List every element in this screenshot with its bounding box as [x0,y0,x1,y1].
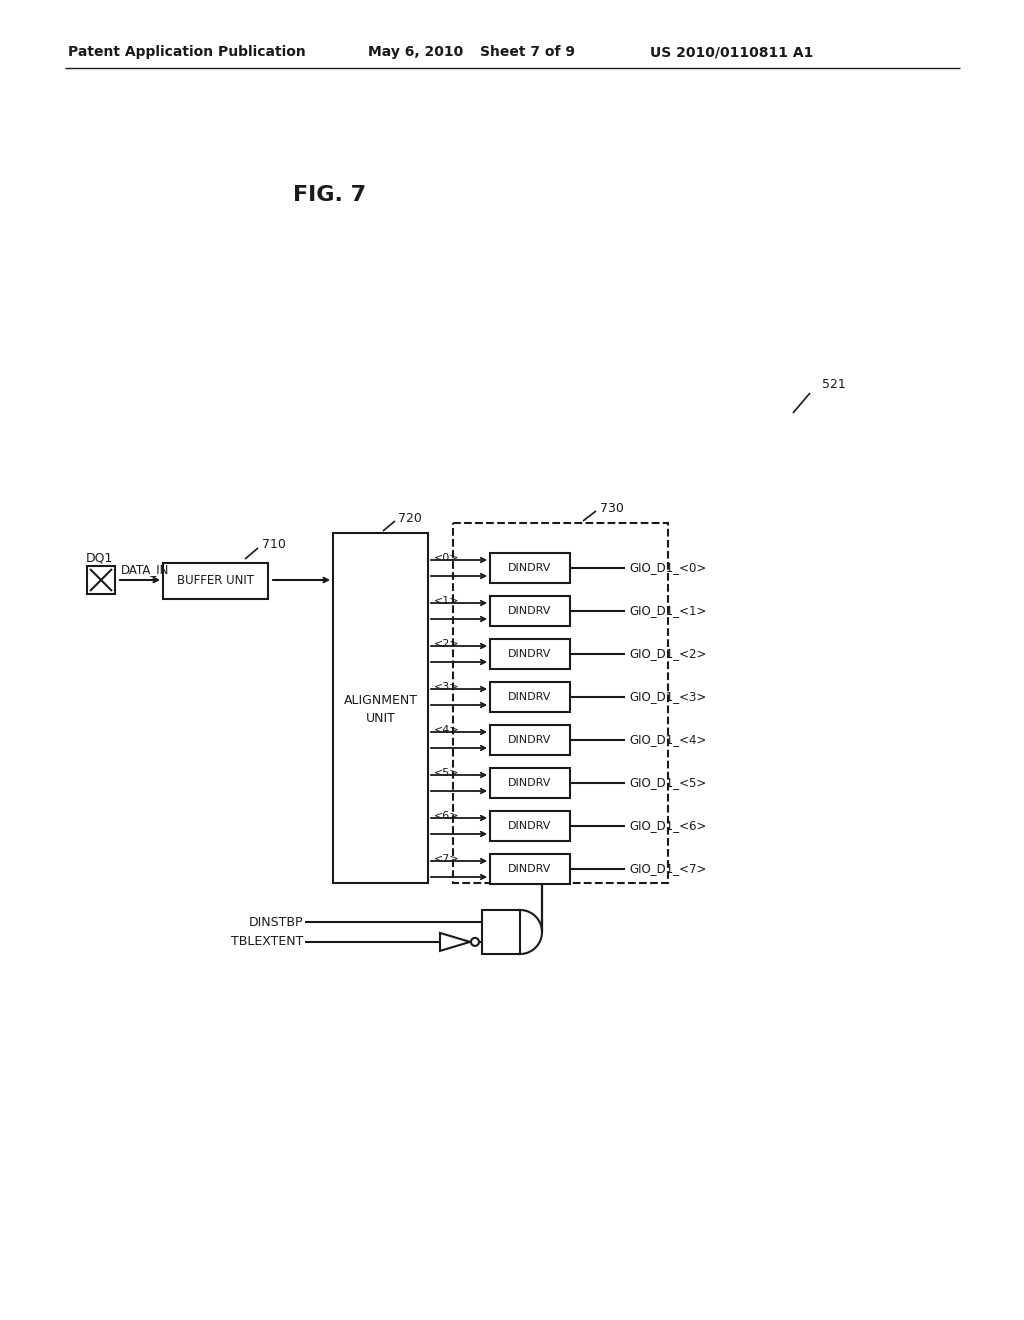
Bar [490,553,570,583]
Text: BUFFER UNIT: BUFFER UNIT [177,574,254,587]
Text: DINDRV: DINDRV [508,649,552,659]
Text: <0>: <0> [434,553,460,564]
Text: <4>: <4> [434,725,460,735]
Circle shape [471,939,479,946]
Text: <3>: <3> [434,682,460,692]
Bar [333,533,428,883]
Text: Patent Application Publication: Patent Application Publication [68,45,306,59]
Text: <5>: <5> [434,768,460,777]
Bar [482,909,520,954]
Text: DINSTBP: DINSTBP [249,916,303,928]
Bar [490,682,570,711]
Text: DINDRV: DINDRV [508,821,552,832]
Text: GIO_D1_<1>: GIO_D1_<1> [629,605,707,618]
Text: DINDRV: DINDRV [508,692,552,702]
Text: DINDRV: DINDRV [508,606,552,616]
Bar [87,566,115,594]
Text: DINDRV: DINDRV [508,564,552,573]
Text: GIO_D1_<6>: GIO_D1_<6> [629,820,707,833]
Bar [490,854,570,884]
Text: FIG. 7: FIG. 7 [294,185,367,205]
Text: DATA_IN: DATA_IN [121,564,169,577]
Text: DINDRV: DINDRV [508,735,552,744]
Text: GIO_D1_<2>: GIO_D1_<2> [629,648,707,660]
Text: <6>: <6> [434,810,460,821]
Text: 730: 730 [600,503,624,516]
Text: GIO_D1_<3>: GIO_D1_<3> [629,690,707,704]
Bar [490,768,570,799]
Text: DQ1: DQ1 [85,552,113,565]
Bar [490,810,570,841]
Text: <7>: <7> [434,854,460,865]
Polygon shape [440,933,470,950]
Text: 521: 521 [822,379,846,392]
Text: GIO_D1_<4>: GIO_D1_<4> [629,734,707,747]
Bar [453,523,668,883]
Text: UNIT: UNIT [366,711,395,725]
Text: DINDRV: DINDRV [508,865,552,874]
Text: DINDRV: DINDRV [508,777,552,788]
Bar [163,564,268,599]
Text: TBLEXTENT: TBLEXTENT [230,936,303,948]
Text: <1>: <1> [434,597,460,606]
Text: <2>: <2> [434,639,460,649]
Text: 710: 710 [262,539,286,552]
Text: GIO_D1_<7>: GIO_D1_<7> [629,862,707,875]
Bar [490,725,570,755]
Text: US 2010/0110811 A1: US 2010/0110811 A1 [650,45,813,59]
Text: GIO_D1_<5>: GIO_D1_<5> [629,776,707,789]
Text: May 6, 2010: May 6, 2010 [368,45,463,59]
Text: ALIGNMENT: ALIGNMENT [343,693,418,706]
Bar [490,597,570,626]
Text: Sheet 7 of 9: Sheet 7 of 9 [480,45,575,59]
Text: GIO_D1_<0>: GIO_D1_<0> [629,561,707,574]
Text: 720: 720 [398,511,422,524]
Bar [490,639,570,669]
